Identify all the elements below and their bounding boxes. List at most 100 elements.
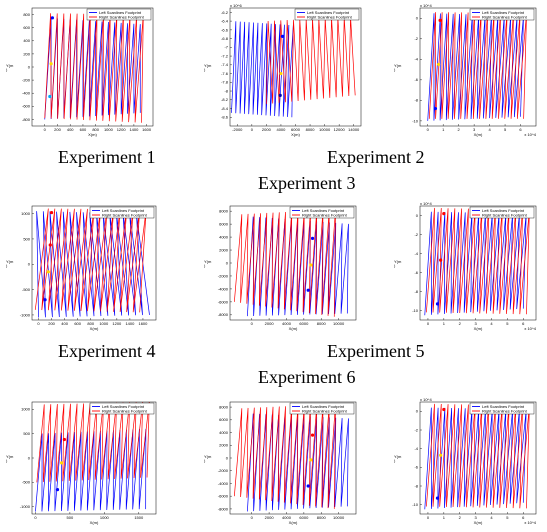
- y-tick-label: 0: [416, 213, 419, 218]
- x-tick-label: 1000: [100, 515, 110, 520]
- position-marker: [62, 437, 66, 442]
- chart-panel-5: 0 2000 4000 6000 8000 10000 -8000 -6000 -4000 -20…: [200, 200, 360, 336]
- x-multiplier: x 10^4: [524, 326, 536, 331]
- x-tick-label: 4000: [276, 127, 286, 132]
- y-tick-label: -6: [414, 465, 418, 470]
- y-axis-label-line: Y(m: [204, 259, 212, 264]
- y-axis-label: Y(m): [6, 259, 14, 268]
- caption-experiment-5: Experiment 5: [327, 341, 425, 361]
- y-multiplier: x 10^4: [420, 201, 432, 206]
- plot-area: [233, 404, 349, 512]
- position-marker: [279, 71, 283, 76]
- y-tick-label: 500: [23, 236, 30, 241]
- x-tick-label: 800: [87, 321, 94, 326]
- x-tick-label: 1200: [112, 321, 122, 326]
- position-marker: [306, 288, 310, 292]
- y-tick-label: -8.4: [221, 106, 229, 111]
- x-tick-label: 2: [459, 321, 462, 326]
- y-tick-label: -8: [414, 289, 418, 294]
- series-right-footprint: [34, 208, 147, 313]
- legend-box: [469, 402, 535, 415]
- caption-experiment-3: Experiment 3: [258, 173, 356, 193]
- legend-label-left: Left Scanlines Footprint: [302, 404, 345, 409]
- x-tick-label: 3: [474, 515, 477, 520]
- legend-label-left: Left Scanlines Footprint: [482, 404, 525, 409]
- axes-frame: [229, 401, 357, 515]
- legend-label-right: Right Scanlines Footprint: [102, 212, 148, 217]
- legend-label-left: Left Scanlines Footprint: [102, 404, 145, 409]
- y-tick-label: -8.2: [221, 97, 229, 102]
- x-tick-label: 0: [37, 321, 40, 326]
- y-axis-label: Y(m): [204, 454, 212, 463]
- axes-frame: [419, 7, 537, 127]
- x-tick-label: 10000: [333, 321, 345, 326]
- y-tick-label: 2000: [219, 443, 229, 448]
- y-tick-label: 0: [416, 409, 419, 414]
- y-axis-label: Y(m): [394, 454, 402, 463]
- y-tick-label: -8: [414, 483, 418, 488]
- legend-label-left: Left Scanlines Footprint: [302, 208, 345, 213]
- x-multiplier: x 10^4: [524, 520, 536, 525]
- y-tick-label: 600: [23, 25, 30, 30]
- y-tick-label: -500: [22, 480, 31, 485]
- y-tick-label: -2000: [218, 468, 229, 473]
- y-axis-label-line: ): [204, 458, 206, 463]
- x-tick-label: 4: [490, 515, 493, 520]
- legend-label-right: Right Scanlines Footprint: [99, 14, 145, 19]
- y-tick-label: 4000: [219, 234, 229, 239]
- y-tick-label: 0: [226, 260, 229, 265]
- series-right-footprint: [233, 404, 336, 509]
- plot-area: [34, 208, 150, 318]
- legend-label-right: Right Scanlines Footprint: [307, 14, 353, 19]
- scanline-path: [233, 209, 336, 317]
- position-marker: [309, 458, 313, 462]
- x-tick-label: 4000: [282, 515, 292, 520]
- y-tick-label: 0: [28, 262, 31, 267]
- x-axis-label: X(m): [474, 326, 483, 331]
- x-tick-label: 1200: [117, 127, 127, 132]
- y-tick-label: -4000: [218, 286, 229, 291]
- y-tick-label: -6000: [218, 494, 229, 499]
- position-marker: [433, 106, 438, 111]
- y-axis-label-line: Y(m: [394, 63, 402, 68]
- x-tick-label: 12000: [334, 127, 346, 132]
- scanline-path: [35, 428, 147, 512]
- legend-label-right: Right Scanlines Footprint: [482, 408, 528, 413]
- y-tick-label: -8: [224, 88, 228, 93]
- y-tick-label: -1000: [20, 504, 31, 509]
- x-tick-label: 5: [506, 321, 509, 326]
- caption-experiment-6: Experiment 6: [258, 367, 356, 387]
- y-tick-label: -6: [414, 270, 418, 275]
- position-marker: [435, 302, 440, 306]
- position-marker: [46, 270, 50, 274]
- x-tick-label: 0: [427, 515, 430, 520]
- x-tick-label: 2: [459, 515, 462, 520]
- y-tick-label: 0: [28, 455, 31, 460]
- x-tick-label: 2: [458, 127, 461, 132]
- y-axis-label-line: Y(m: [204, 454, 212, 459]
- x-tick-label: 0: [44, 127, 47, 132]
- y-tick-label: 0: [226, 455, 229, 460]
- x-multiplier: x 10^4: [524, 132, 536, 137]
- chart-panel-7: 0 500 1000 1500 -1000 -500 0 500 1000 X(m) Y(m) Lef…: [2, 396, 160, 530]
- y-tick-label: -2: [414, 232, 418, 237]
- caption-experiment-1: Experiment 1: [58, 147, 156, 167]
- x-tick-label: 1: [442, 127, 445, 132]
- x-tick-label: 2000: [262, 127, 272, 132]
- y-axis-label-line: ): [6, 263, 8, 268]
- y-tick-label: 1000: [21, 407, 31, 412]
- position-marker: [280, 34, 284, 39]
- x-tick-label: 500: [67, 515, 74, 520]
- y-axis-label: Y(m): [394, 63, 402, 72]
- position-marker: [278, 93, 282, 98]
- x-tick-label: 0: [427, 127, 430, 132]
- chart-panel-2: -2000 0 2000 4000 6000 8000 10000 12000 14000 -8.…: [200, 2, 365, 142]
- legend-label-left: Left Scanlines Footprint: [482, 208, 525, 213]
- x-axis-label: X(m): [474, 520, 483, 525]
- position-marker: [49, 210, 54, 215]
